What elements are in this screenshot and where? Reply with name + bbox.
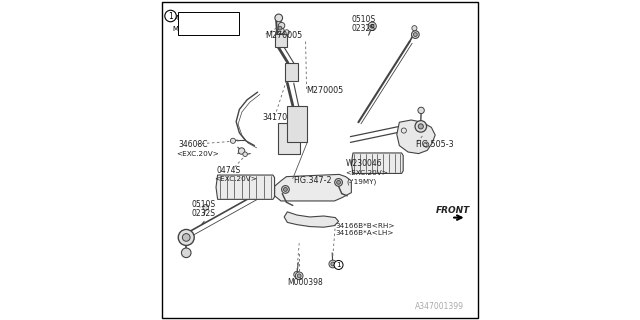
Circle shape: [415, 121, 426, 132]
Text: <EXC.20V>: <EXC.20V>: [214, 176, 257, 182]
Text: 0510S: 0510S: [191, 200, 216, 209]
Text: M270005: M270005: [265, 31, 302, 40]
Text: 1: 1: [336, 262, 341, 268]
Text: M270005: M270005: [307, 86, 344, 95]
Circle shape: [243, 152, 248, 156]
Text: <EXC.20V>: <EXC.20V>: [176, 151, 219, 157]
Text: 0232S: 0232S: [191, 209, 215, 218]
Circle shape: [294, 271, 300, 278]
Text: 0232S: 0232S: [351, 24, 375, 33]
Text: (-'19MY): (-'19MY): [346, 179, 376, 185]
Circle shape: [278, 22, 285, 29]
Circle shape: [182, 248, 191, 258]
Polygon shape: [284, 212, 339, 227]
Bar: [178, 12, 239, 35]
Circle shape: [278, 26, 282, 30]
Text: M000398: M000398: [287, 278, 323, 287]
Bar: [275, 34, 287, 47]
Circle shape: [370, 24, 374, 28]
Circle shape: [337, 180, 340, 184]
Text: 34166B*B<RH>: 34166B*B<RH>: [335, 223, 395, 228]
Bar: [285, 63, 298, 81]
Polygon shape: [275, 174, 351, 201]
Text: FIG.347-2: FIG.347-2: [292, 176, 332, 185]
Circle shape: [418, 107, 424, 114]
Text: FIG.505-3: FIG.505-3: [415, 140, 454, 149]
Circle shape: [368, 22, 376, 30]
Circle shape: [329, 260, 337, 268]
Circle shape: [296, 272, 303, 280]
Text: 1: 1: [168, 12, 173, 20]
Circle shape: [334, 260, 343, 269]
Circle shape: [282, 186, 289, 193]
Circle shape: [230, 138, 236, 143]
Circle shape: [297, 274, 301, 278]
Circle shape: [178, 229, 195, 245]
Circle shape: [165, 10, 177, 22]
Circle shape: [182, 234, 190, 241]
Circle shape: [278, 28, 284, 34]
Text: A347001399: A347001399: [415, 302, 465, 311]
Text: < -1706): < -1706): [209, 14, 240, 21]
Polygon shape: [397, 120, 435, 154]
Text: W230046: W230046: [346, 159, 383, 168]
Text: M000372: M000372: [173, 15, 205, 20]
Circle shape: [203, 204, 209, 210]
Text: FRONT: FRONT: [436, 206, 470, 215]
Text: (1706- ): (1706- ): [211, 26, 239, 32]
Bar: [287, 106, 307, 142]
Circle shape: [412, 31, 419, 38]
Circle shape: [284, 188, 287, 191]
Circle shape: [419, 124, 424, 129]
Circle shape: [275, 14, 283, 22]
Text: <EXC.20V>: <EXC.20V>: [345, 170, 388, 176]
Text: 34166B*A<LH>: 34166B*A<LH>: [335, 230, 394, 236]
Bar: [278, 123, 300, 154]
Circle shape: [331, 262, 335, 266]
Text: 0510S: 0510S: [351, 15, 376, 24]
Circle shape: [284, 30, 289, 35]
Text: M000462: M000462: [173, 26, 205, 32]
Circle shape: [413, 33, 417, 36]
Circle shape: [335, 179, 342, 186]
Text: 0474S: 0474S: [217, 166, 241, 175]
Polygon shape: [351, 153, 403, 173]
Circle shape: [412, 26, 417, 31]
Text: 34608C: 34608C: [179, 140, 208, 149]
Text: 34170: 34170: [262, 113, 287, 122]
Circle shape: [238, 148, 244, 154]
Polygon shape: [216, 175, 275, 199]
